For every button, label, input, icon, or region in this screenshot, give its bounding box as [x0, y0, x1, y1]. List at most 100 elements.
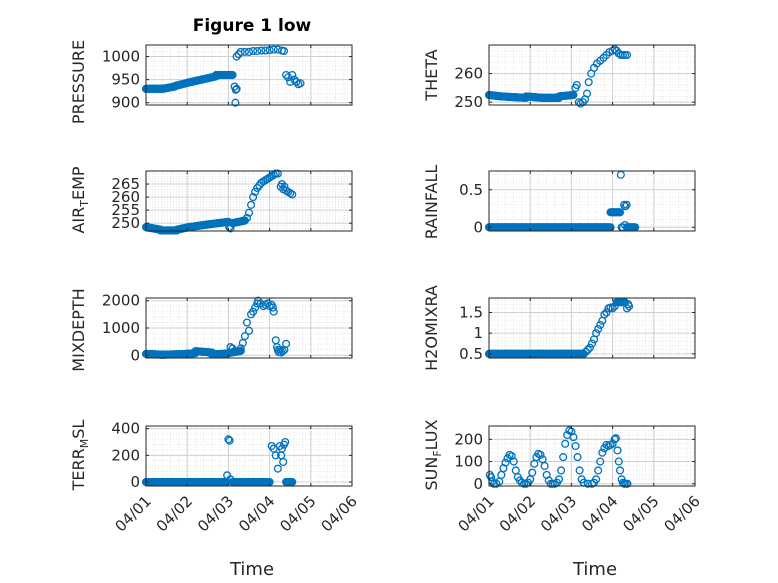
- y-tick-label: 255: [111, 201, 140, 219]
- x-tick-label: 04/02: [496, 492, 539, 535]
- data-point: [572, 80, 581, 90]
- data-point: [509, 457, 518, 466]
- data-point: [279, 46, 289, 56]
- y-tick-label: 260: [454, 65, 483, 83]
- data-point: [614, 457, 623, 466]
- x-tick-label: 04/06: [661, 492, 704, 535]
- data-point: [592, 475, 601, 484]
- axes-box: [145, 44, 353, 106]
- data-point: [536, 450, 545, 459]
- data-point: [622, 200, 631, 209]
- data-point: [559, 453, 568, 462]
- x-tick-label: 04/05: [619, 492, 662, 535]
- data-point: [501, 458, 510, 467]
- data-point: [269, 307, 278, 316]
- data-point: [278, 347, 287, 356]
- data-point: [244, 208, 254, 217]
- data-point: [610, 45, 619, 54]
- x-tick-label: 04/04: [235, 492, 278, 535]
- y-tick-label: 0: [473, 475, 483, 493]
- data-point: [277, 179, 287, 189]
- data-point: [257, 46, 266, 55]
- grid: [146, 426, 352, 486]
- data-point: [583, 89, 592, 98]
- data-series: [484, 298, 634, 358]
- y-axis-label-air-temp: AIRTEMP: [69, 166, 91, 233]
- y-tick-label: 200: [111, 446, 140, 464]
- y-tick-label: 250: [454, 93, 483, 111]
- data-point: [251, 303, 260, 312]
- grid: [489, 171, 695, 231]
- data-point: [228, 70, 237, 80]
- y-tick-label: 260: [111, 188, 140, 206]
- data-point: [615, 466, 625, 475]
- data-point: [583, 345, 592, 354]
- x-tick-label: 04/01: [112, 492, 155, 535]
- y-tick-label: 900: [111, 94, 140, 112]
- data-point: [620, 220, 630, 230]
- y-tick-label: 1000: [102, 48, 140, 66]
- subplot-theta: THETA 250 260: [422, 44, 696, 111]
- data-point: [581, 347, 590, 356]
- grid: [489, 44, 695, 105]
- y-tick-label: 950: [111, 71, 140, 89]
- data-point: [225, 436, 234, 445]
- data-point: [296, 79, 305, 88]
- data-point: [236, 47, 245, 56]
- subplot-rainfall: RAINFALL 0 0.5: [422, 165, 696, 239]
- data-point: [594, 324, 603, 334]
- x-tick-label: 04/06: [318, 492, 361, 535]
- data-point: [573, 453, 582, 462]
- y-tick-label: 0.5: [459, 181, 483, 199]
- data-point: [292, 77, 301, 86]
- axes-box: [145, 170, 353, 232]
- data-point: [273, 169, 282, 178]
- data-point: [625, 302, 634, 311]
- data-point: [598, 448, 607, 457]
- data-point: [554, 475, 564, 484]
- data-point: [277, 451, 286, 460]
- y-tick-label: 1: [473, 324, 483, 342]
- y-axis-label-theta: THETA: [422, 49, 441, 101]
- subplot-mixdepth: MIXDEPTH 0 1000 2000: [69, 288, 353, 372]
- axes-box: [488, 425, 696, 487]
- data-point: [242, 318, 251, 327]
- data-point: [226, 475, 235, 484]
- data-point: [240, 47, 249, 56]
- data-point: [280, 182, 289, 191]
- figure-title: Figure 1 low: [193, 16, 312, 36]
- data-point: [231, 98, 240, 107]
- data-point: [261, 46, 270, 55]
- data-point: [620, 200, 629, 209]
- data-point: [226, 224, 235, 233]
- subplot-h2omixra: H2OMIXRA 0.5 1 1.5: [422, 285, 696, 371]
- y-tick-label: 250: [111, 214, 140, 232]
- data-point: [226, 343, 235, 352]
- y-tick-label: 1.5: [459, 303, 483, 321]
- data-point: [273, 464, 282, 473]
- y-tick-label: 265: [111, 175, 140, 193]
- plot-area: [489, 171, 695, 231]
- data-point: [242, 213, 251, 223]
- y-tick-label: 200: [454, 430, 483, 448]
- data-point: [592, 329, 601, 338]
- data-point: [571, 441, 580, 451]
- x-tick-label: 04/02: [153, 492, 196, 535]
- subplot-pressure: PRESSURE 900 950 1000: [69, 40, 353, 124]
- data-point: [288, 190, 297, 199]
- data-point: [621, 202, 630, 211]
- data-point: [615, 208, 625, 217]
- data-point: [232, 84, 241, 93]
- data-series: [141, 169, 297, 235]
- x-axis-label-right: Time: [572, 559, 617, 580]
- y-axis-label-pressure: PRESSURE: [69, 40, 88, 124]
- data-point: [611, 434, 620, 443]
- data-point: [240, 332, 249, 341]
- data-point: [585, 343, 594, 352]
- data-point: [249, 193, 258, 202]
- y-axis-label-terr-msl: TERRMSL: [69, 420, 91, 492]
- data-point: [271, 451, 280, 460]
- data-point: [623, 479, 632, 488]
- data-point: [557, 466, 566, 475]
